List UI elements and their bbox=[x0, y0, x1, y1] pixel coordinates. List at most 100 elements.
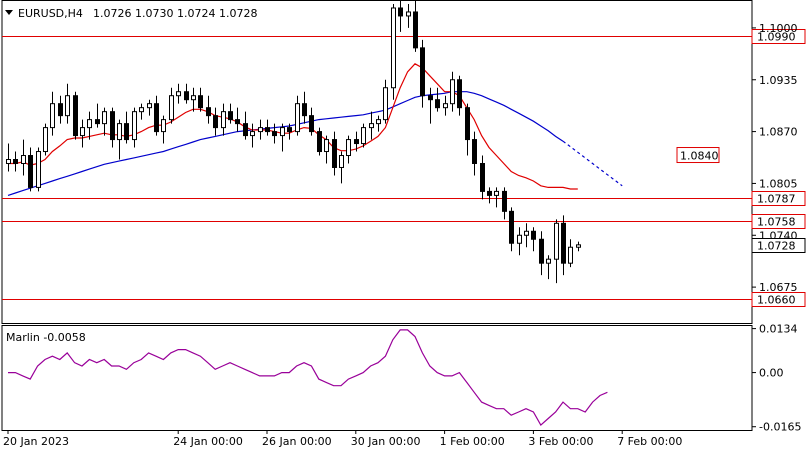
bull-candle bbox=[576, 244, 581, 248]
level-price-tag bbox=[751, 29, 806, 44]
bull-candle bbox=[161, 119, 166, 133]
bear-candle bbox=[420, 47, 425, 97]
bull-candle bbox=[517, 234, 522, 244]
current-price-label: 1.0728 bbox=[757, 240, 796, 253]
bull-candle bbox=[169, 95, 174, 121]
time-tick-label: 1 Feb 00:00 bbox=[440, 435, 505, 448]
bear-candle bbox=[198, 95, 203, 109]
bear-candle bbox=[354, 139, 359, 145]
bull-candle bbox=[554, 222, 559, 260]
bear-candle bbox=[154, 103, 159, 133]
fast-ma-line bbox=[8, 63, 578, 190]
bull-candle bbox=[346, 139, 351, 157]
bull-candle bbox=[250, 131, 255, 137]
bull-candle bbox=[221, 111, 226, 129]
bull-candle bbox=[43, 127, 48, 153]
bear-candle bbox=[502, 190, 507, 212]
bear-candle bbox=[561, 222, 566, 264]
bear-candle bbox=[435, 99, 440, 109]
bull-candle bbox=[406, 11, 411, 17]
bear-candle bbox=[95, 119, 100, 125]
slow-ma-line bbox=[7, 91, 564, 196]
moving-averages: 1.0840 bbox=[7, 63, 720, 196]
bull-candle bbox=[21, 155, 26, 164]
time-tick-label: 30 Jan 00:00 bbox=[351, 435, 421, 448]
price-tick-label: 1.0870 bbox=[759, 126, 798, 139]
bear-candle bbox=[110, 111, 115, 141]
bull-candle bbox=[361, 127, 366, 145]
bear-candle bbox=[73, 95, 78, 137]
bull-candle bbox=[369, 123, 374, 129]
bull-candle bbox=[494, 190, 499, 196]
axes: 1.10001.09351.08701.08051.07401.06751.07… bbox=[3, 22, 806, 448]
bull-candle bbox=[80, 127, 85, 137]
bull-candle bbox=[568, 246, 573, 264]
target-price-box bbox=[676, 147, 720, 164]
support-resistance-levels: 1.0990 1.0787 1.0758 1.0660 bbox=[2, 29, 806, 307]
price-tick-label: 1.1000 bbox=[759, 22, 798, 35]
dropdown-triangle-icon[interactable] bbox=[5, 10, 13, 15]
bull-candle bbox=[324, 139, 329, 153]
bear-candle bbox=[13, 159, 18, 164]
bear-candle bbox=[413, 11, 418, 49]
bear-candle bbox=[317, 131, 322, 153]
oscillator-panel: Marlin -0.0058 bbox=[6, 329, 608, 427]
bull-candle bbox=[176, 91, 181, 97]
time-tick-label: 3 Feb 00:00 bbox=[528, 435, 593, 448]
oscillator-tick-label: -0.0165 bbox=[759, 421, 801, 434]
bear-candle bbox=[243, 123, 248, 137]
bull-candle bbox=[65, 95, 70, 117]
bear-candle bbox=[487, 190, 492, 196]
bear-candle bbox=[265, 127, 270, 133]
price-tick-label: 1.0935 bbox=[759, 74, 798, 87]
ohlc-values: 1.0726 1.0730 1.0724 1.0728 bbox=[93, 7, 257, 20]
bear-candle bbox=[272, 131, 277, 137]
bull-candle bbox=[295, 103, 300, 133]
bear-candle bbox=[184, 91, 189, 101]
bear-candle bbox=[398, 7, 403, 17]
main-panel-frame bbox=[1, 0, 753, 324]
oscillator-tick-label: 0.00 bbox=[759, 367, 784, 380]
bear-candle bbox=[465, 107, 470, 141]
level-price-label: 1.0990 bbox=[757, 31, 796, 44]
bull-candle bbox=[139, 107, 144, 113]
bull-candle bbox=[546, 258, 551, 264]
bull-candle bbox=[132, 111, 137, 141]
bear-candle bbox=[28, 155, 33, 188]
candles bbox=[6, 0, 581, 284]
current-price-tag bbox=[751, 238, 806, 253]
bear-candle bbox=[472, 139, 477, 164]
chart-frame bbox=[1, 0, 753, 431]
symbol-label: EURUSD,H4 bbox=[18, 7, 83, 20]
bear-candle bbox=[206, 107, 211, 117]
level-price-tag bbox=[751, 191, 806, 206]
time-tick-label: 20 Jan 2023 bbox=[3, 435, 69, 448]
bull-candle bbox=[383, 87, 388, 121]
slow-ma-projection bbox=[562, 140, 623, 187]
bull-candle bbox=[36, 151, 41, 188]
bear-candle bbox=[480, 162, 485, 192]
bear-candle bbox=[428, 95, 433, 101]
bull-candle bbox=[524, 230, 529, 236]
bear-candle bbox=[58, 103, 63, 117]
bear-candle bbox=[302, 103, 307, 117]
bear-candle bbox=[539, 238, 544, 264]
bear-candle bbox=[235, 119, 240, 125]
bull-candle bbox=[258, 127, 263, 133]
bull-candle bbox=[117, 123, 122, 141]
bull-candle bbox=[102, 111, 107, 125]
target-price-label: 1.0840 bbox=[680, 150, 719, 163]
marlin-line bbox=[8, 329, 608, 427]
level-price-tag bbox=[751, 292, 806, 307]
bull-candle bbox=[6, 159, 11, 164]
bear-candle bbox=[509, 210, 514, 244]
bear-candle bbox=[309, 115, 314, 133]
time-tick-label: 24 Jan 00:00 bbox=[173, 435, 243, 448]
time-tick-label: 26 Jan 00:00 bbox=[262, 435, 332, 448]
bear-candle bbox=[124, 123, 129, 141]
bull-candle bbox=[376, 119, 381, 125]
bull-candle bbox=[147, 103, 152, 109]
level-price-label: 1.0787 bbox=[757, 193, 796, 206]
